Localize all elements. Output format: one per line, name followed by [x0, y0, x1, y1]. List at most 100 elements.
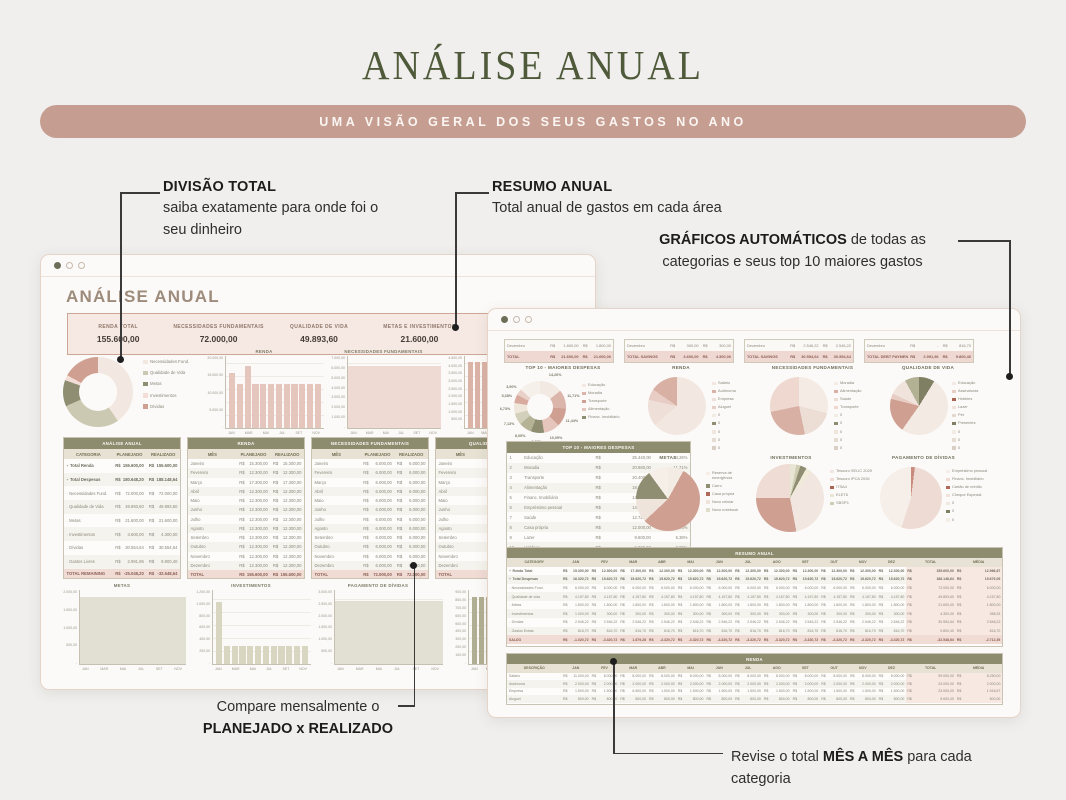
- column-header: MÊS: [331, 451, 341, 457]
- rank: 9: [509, 534, 512, 540]
- table-row: Salário R$ 11.000,00 R$ 8.000,00 R$ 8.000,00 R$…: [507, 672, 1002, 681]
- amount: 2.000,00: [661, 681, 675, 686]
- currency-symbol: R$: [849, 603, 855, 608]
- money-cell: R$ -: [908, 343, 940, 348]
- currency-symbol: R$: [272, 562, 279, 568]
- amount: 2.000,00: [689, 681, 704, 686]
- amount: 2.000,00: [986, 681, 1001, 686]
- month-value: R$ 15.620,72: [619, 575, 648, 584]
- column-header: SET: [802, 666, 809, 671]
- expand-sign: -: [66, 518, 68, 523]
- row-label: Dezembro: [436, 561, 485, 570]
- amount: 12.300,00: [282, 535, 302, 541]
- row-name: Maio: [438, 498, 448, 504]
- amount: 12.300,00: [831, 568, 847, 573]
- currency-symbol: R$: [735, 689, 740, 694]
- rank: 8: [509, 524, 512, 530]
- amount: 21.600,00: [125, 518, 144, 524]
- currency-symbol: R$: [620, 568, 625, 573]
- amount: 8.000,00: [833, 674, 847, 679]
- legend-item: Tesouro IPCA 2026: [830, 476, 872, 482]
- legend-item: ELET6: [830, 493, 872, 498]
- money-cell: R$ 6.000,00: [394, 459, 428, 468]
- amount: 1.500,00: [890, 689, 905, 694]
- money-cell: R$ 2.546,22: [788, 343, 820, 348]
- row-name: Outubro: [438, 544, 454, 550]
- legend-swatch: [834, 430, 838, 434]
- bar: [478, 596, 485, 664]
- amount: 2.000,00: [833, 681, 847, 686]
- amount: 300,00: [836, 611, 847, 616]
- y-tick: -: [208, 660, 210, 665]
- money-cell: R$49.893,60: [113, 500, 147, 514]
- currency-symbol: R$: [849, 568, 855, 573]
- table-row: Dezembro R$ 6.000,00 R$ 6.000,00: [312, 560, 428, 570]
- amount: -3.320,72: [860, 637, 876, 642]
- y-tick: 20.000,00: [207, 356, 223, 360]
- row-label: SALDO: [509, 637, 522, 642]
- amount: 155.600,00: [280, 571, 302, 577]
- amount: 6.000,00: [661, 585, 675, 590]
- table-row: Julho R$ 12.300,00 R$ 12.300,00: [188, 515, 304, 524]
- legend-swatch: [712, 430, 716, 434]
- month-value: R$ 816,70: [705, 627, 734, 636]
- table-row: 9 Lazer R$ 9.600,00 5,38%: [507, 532, 690, 542]
- currency-symbol: R$: [272, 461, 279, 467]
- amount: 2.000,00: [632, 681, 647, 686]
- amount: 188.148,64: [156, 477, 178, 483]
- legend-item: Autônoma: [712, 388, 750, 394]
- y-tick: 600,00: [199, 625, 210, 630]
- money-cell: R$ 9.600,00: [593, 532, 653, 542]
- row-name: Necessidades Fund.: [69, 490, 108, 496]
- bar: [468, 361, 474, 428]
- rank: 2: [509, 465, 512, 471]
- y-tick: 7.000,00: [331, 356, 345, 360]
- amount: 2.000,00: [775, 681, 790, 686]
- currency-symbol: R$: [239, 498, 245, 504]
- row-name: Março: [314, 479, 327, 485]
- amount: -3.320,72: [659, 637, 675, 642]
- currency-symbol: R$: [595, 524, 601, 530]
- currency-symbol: R$: [363, 544, 369, 550]
- amount: 1.500,00: [775, 689, 790, 694]
- y-tick: 100,00: [455, 653, 466, 657]
- connector-line: [398, 705, 415, 707]
- month-value: R$ 2.546,22: [705, 618, 734, 627]
- amount: 4.157,80: [689, 594, 704, 599]
- legend-label: Novo notebook: [712, 506, 739, 512]
- currency-symbol: R$: [148, 477, 155, 483]
- month-value: R$ 800,00: [820, 695, 849, 703]
- month-value: R$ 816,70: [648, 627, 677, 636]
- legend-swatch: [946, 469, 950, 473]
- currency-symbol: R$: [620, 674, 625, 679]
- media-value: R$ 6.000,00: [955, 583, 1002, 593]
- row-label: Março: [312, 478, 361, 487]
- currency-symbol: R$: [849, 689, 855, 694]
- month-value: R$ 2.000,00: [762, 680, 791, 688]
- amount: 816,70: [807, 628, 819, 633]
- month-value: R$ 816,70: [820, 627, 849, 636]
- amount: 21.600,00: [158, 518, 178, 524]
- table-row: Abril R$ 12.300,00 R$ 12.300,00: [188, 486, 304, 496]
- amount: 1.800,00: [862, 603, 876, 608]
- currency-symbol: R$: [677, 689, 683, 694]
- amount: 2.546,22: [747, 620, 761, 625]
- currency-symbol: R$: [849, 577, 855, 582]
- total-value: R$ 99.000,00: [905, 672, 956, 681]
- row-name: Setembro: [314, 535, 333, 541]
- money-cell: R$ 30.554,64: [113, 541, 147, 555]
- legend-label: Necessidades Fund.: [150, 359, 190, 364]
- currency-symbol: R$: [821, 674, 826, 679]
- x-tick: NOV: [299, 667, 307, 671]
- month-value: R$ 2.546,22: [877, 618, 906, 627]
- currency-symbol: R$: [562, 577, 568, 582]
- legend-item: Pet: [952, 413, 994, 418]
- row-label: Maio: [436, 496, 485, 505]
- legend-label: 0: [952, 516, 955, 522]
- currency-symbol: R$: [706, 585, 711, 590]
- legend-label: 0: [718, 428, 721, 434]
- expand-sign: +: [66, 463, 69, 468]
- amount: 6.000,00: [375, 525, 392, 531]
- money-cell: R$ 155.600,00: [270, 570, 304, 578]
- month-value: R$ 6.000,00: [676, 584, 705, 593]
